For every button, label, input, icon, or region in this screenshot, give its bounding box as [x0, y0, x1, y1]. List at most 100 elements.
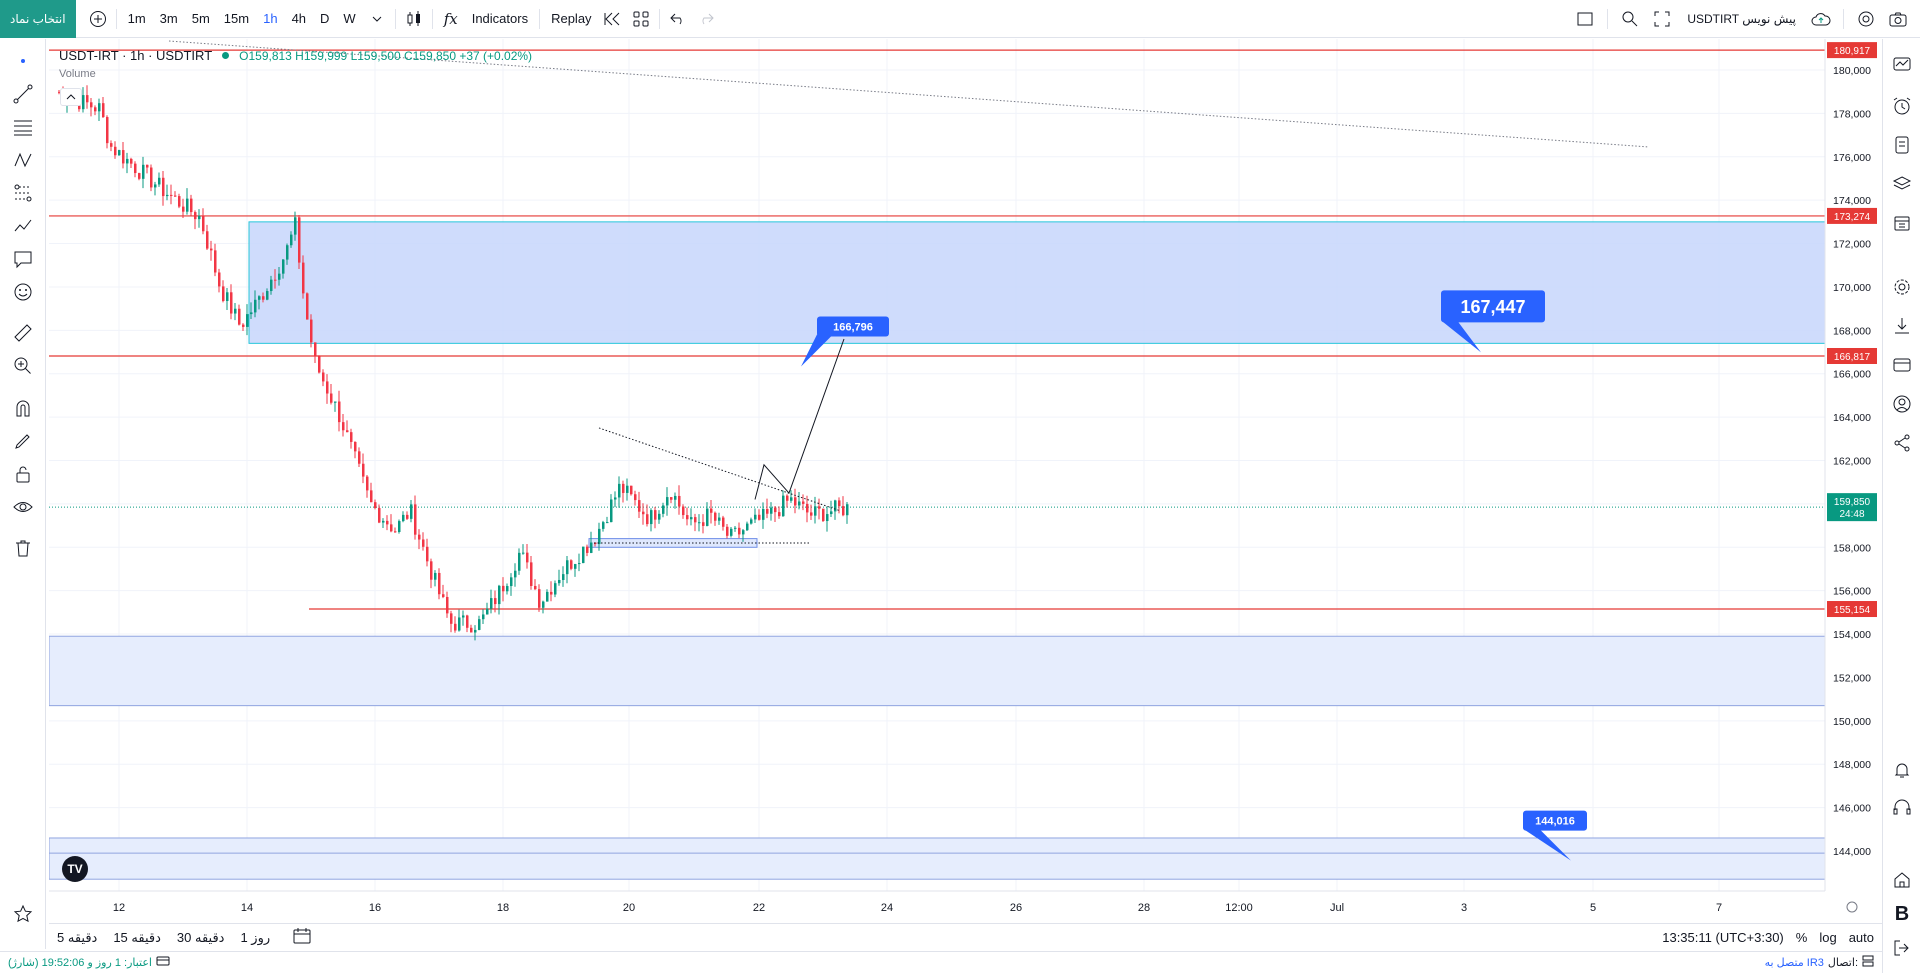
candle-body: [322, 372, 325, 382]
candles-icon[interactable]: [400, 5, 428, 33]
zoom-search-icon[interactable]: [1616, 5, 1644, 33]
range-1-day[interactable]: 1 روز: [240, 929, 271, 945]
camera-icon[interactable]: [1884, 5, 1912, 33]
watchlist-icon[interactable]: [1890, 53, 1914, 77]
candle-body: [814, 506, 817, 516]
interval-5m[interactable]: 5m: [191, 11, 210, 26]
interval-15m[interactable]: 15m: [223, 11, 250, 26]
redo-icon[interactable]: [692, 5, 720, 33]
indicators-button[interactable]: Indicators: [471, 11, 529, 26]
ruler-icon[interactable]: [11, 321, 35, 345]
clock-timezone[interactable]: 13:35:11 (UTC+3:30): [1662, 930, 1784, 945]
wallet-icon[interactable]: [1890, 353, 1914, 377]
divider: [1607, 8, 1609, 29]
zoom-in-icon[interactable]: [11, 354, 35, 378]
range-30-min[interactable]: 30 دقیقه: [176, 929, 225, 945]
candle-body: [198, 215, 201, 220]
notes-icon[interactable]: [1890, 133, 1914, 157]
lock-icon[interactable]: [11, 462, 35, 486]
candle-body: [650, 510, 653, 525]
symbol-search-button[interactable]: انتخاب نماد: [0, 0, 76, 38]
price-tick: 162,000: [1833, 456, 1871, 468]
interval-4h[interactable]: 4h: [291, 11, 307, 26]
candle-body: [162, 177, 165, 197]
bell-icon[interactable]: [1890, 758, 1914, 782]
logout-icon[interactable]: [1890, 936, 1914, 960]
expand-icon[interactable]: [1648, 5, 1676, 33]
time-tick: 12: [113, 902, 125, 914]
pattern-icon[interactable]: [11, 148, 35, 172]
layout-grid-icon[interactable]: [627, 5, 655, 33]
candle-body: [202, 215, 205, 232]
replay-button[interactable]: Replay: [551, 11, 592, 26]
text-note-icon[interactable]: [11, 247, 35, 271]
candle-body: [602, 522, 605, 529]
brand-b-icon[interactable]: B: [1894, 902, 1910, 925]
candle-body: [114, 146, 117, 156]
interval-3m[interactable]: 3m: [159, 11, 178, 26]
log-toggle[interactable]: log: [1819, 930, 1837, 945]
candle-body: [818, 506, 821, 509]
interval-w[interactable]: W: [343, 11, 356, 26]
star-icon[interactable]: [11, 902, 35, 926]
projection-icon[interactable]: [11, 181, 35, 205]
fullscreen-box-icon[interactable]: [1571, 5, 1599, 33]
download-icon[interactable]: [1890, 314, 1914, 338]
interval-1h[interactable]: 1h: [263, 11, 278, 26]
magnet-icon[interactable]: [11, 396, 35, 420]
callout-box-2: [1523, 810, 1587, 831]
cursor-dot-icon[interactable]: [11, 49, 35, 73]
cloud-save-icon[interactable]: [1807, 5, 1835, 33]
share-icon[interactable]: [1890, 431, 1914, 455]
home-icon[interactable]: [1890, 868, 1914, 892]
trash-icon[interactable]: [11, 536, 35, 560]
chevron-down-icon[interactable]: [363, 5, 391, 33]
date-range-icon[interactable]: [292, 927, 312, 948]
candle-body: [314, 342, 317, 357]
candle-body: [746, 523, 749, 531]
volume-label[interactable]: Volume: [59, 68, 96, 80]
divider: [394, 8, 396, 29]
candle-body: [222, 286, 225, 302]
price-chart[interactable]: 180,917 173,274 166,817 155,154 166,796 167,4…: [49, 39, 1882, 923]
eye-icon[interactable]: [11, 495, 35, 519]
interval-1m[interactable]: 1m: [127, 11, 146, 26]
user-icon[interactable]: [1890, 392, 1914, 416]
legend-symbol[interactable]: USDT-IRT · 1h · USDTIRT: [59, 48, 213, 63]
candle-body: [134, 163, 137, 174]
add-symbol-icon[interactable]: [84, 5, 112, 33]
collapse-legend-button[interactable]: [60, 88, 82, 106]
range-15-min[interactable]: 15 دقیقه: [113, 929, 161, 945]
support-headset-icon[interactable]: [1890, 796, 1914, 820]
indicators-icon[interactable]: fx: [443, 9, 458, 28]
range-5-min[interactable]: 5 دقیقه: [57, 929, 98, 945]
brush-icon[interactable]: [11, 214, 35, 238]
percent-toggle[interactable]: %: [1795, 930, 1808, 945]
candle-body: [598, 528, 601, 545]
settings-gear-icon[interactable]: [1890, 275, 1914, 299]
candle-body: [482, 614, 485, 620]
replay-icon[interactable]: [599, 5, 627, 33]
undo-icon[interactable]: [664, 5, 692, 33]
lock-drawing-icon[interactable]: [11, 429, 35, 453]
lower-zone: [49, 837, 1826, 880]
candle-body: [390, 524, 393, 532]
auto-toggle[interactable]: auto: [1848, 930, 1874, 945]
candle-body: [538, 589, 541, 608]
candle-body: [674, 495, 677, 500]
tradingview-logo[interactable]: TV: [62, 856, 88, 882]
emoji-icon[interactable]: [11, 280, 35, 304]
candle-body: [318, 356, 321, 373]
calendar-icon[interactable]: [1890, 211, 1914, 235]
fib-retracement-icon[interactable]: [11, 115, 35, 139]
price-tick: 180,000: [1833, 65, 1871, 77]
divider: [431, 8, 433, 29]
settings-icon[interactable]: [1852, 5, 1880, 33]
alarm-clock-icon[interactable]: [1890, 94, 1914, 118]
layers-icon[interactable]: [1890, 172, 1914, 196]
divider: [539, 8, 541, 29]
layout-title[interactable]: USDTIRT پیش نویس: [1687, 11, 1796, 26]
trend-line-icon[interactable]: [11, 82, 35, 106]
interval-d[interactable]: D: [320, 11, 330, 26]
price-tick: 154,000: [1833, 629, 1871, 641]
